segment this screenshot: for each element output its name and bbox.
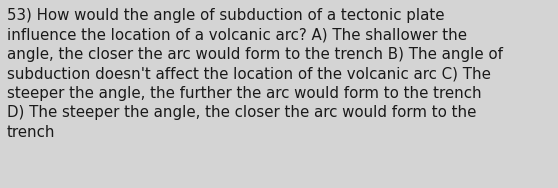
Text: 53) How would the angle of subduction of a tectonic plate
influence the location: 53) How would the angle of subduction of… [7, 8, 503, 140]
